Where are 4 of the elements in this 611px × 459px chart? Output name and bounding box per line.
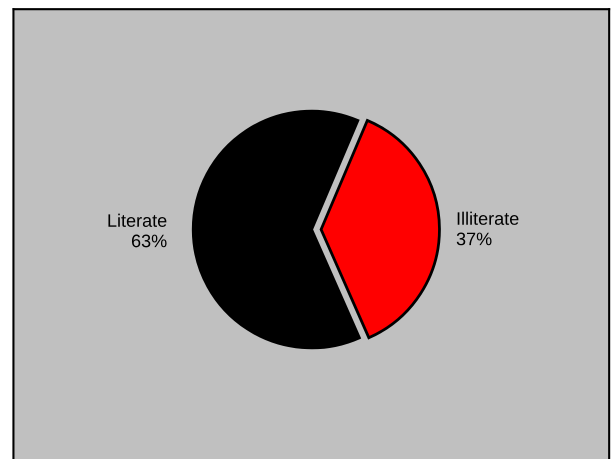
data-label: 63%	[132, 234, 167, 248]
data-label: 37%	[456, 232, 492, 246]
slice-label: Illiterate	[458, 212, 518, 225]
slice-label: Literate	[108, 214, 166, 227]
